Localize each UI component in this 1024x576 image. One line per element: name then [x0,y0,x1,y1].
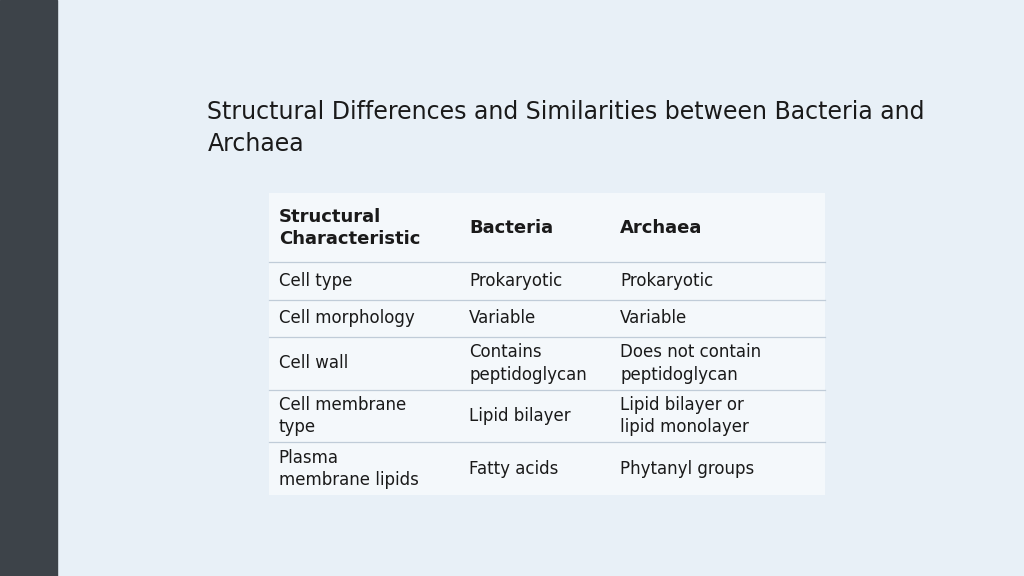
Text: Bacteria: Bacteria [469,219,553,237]
Text: Prokaryotic: Prokaryotic [620,272,714,290]
Text: Variable: Variable [620,309,687,327]
Text: Prokaryotic: Prokaryotic [469,272,562,290]
Text: Phytanyl groups: Phytanyl groups [620,460,755,478]
Text: Plasma
membrane lipids: Plasma membrane lipids [279,449,419,488]
Text: Cell wall: Cell wall [279,354,348,373]
Text: Does not contain
peptidoglycan: Does not contain peptidoglycan [620,343,761,384]
Text: Cell type: Cell type [279,272,352,290]
Text: Lipid bilayer or
lipid monolayer: Lipid bilayer or lipid monolayer [620,396,749,436]
Bar [269,194,824,495]
Text: Cell morphology: Cell morphology [279,309,415,327]
Text: Lipid bilayer: Lipid bilayer [469,407,570,425]
Text: Structural Differences and Similarities between Bacteria and
Archaea: Structural Differences and Similarities … [207,100,925,156]
Text: Variable: Variable [469,309,537,327]
Text: Fatty acids: Fatty acids [469,460,559,478]
Text: Contains
peptidoglycan: Contains peptidoglycan [469,343,587,384]
Text: Structural
Characteristic: Structural Characteristic [279,207,420,248]
Text: Archaea: Archaea [620,219,702,237]
Text: Cell membrane
type: Cell membrane type [279,396,407,436]
